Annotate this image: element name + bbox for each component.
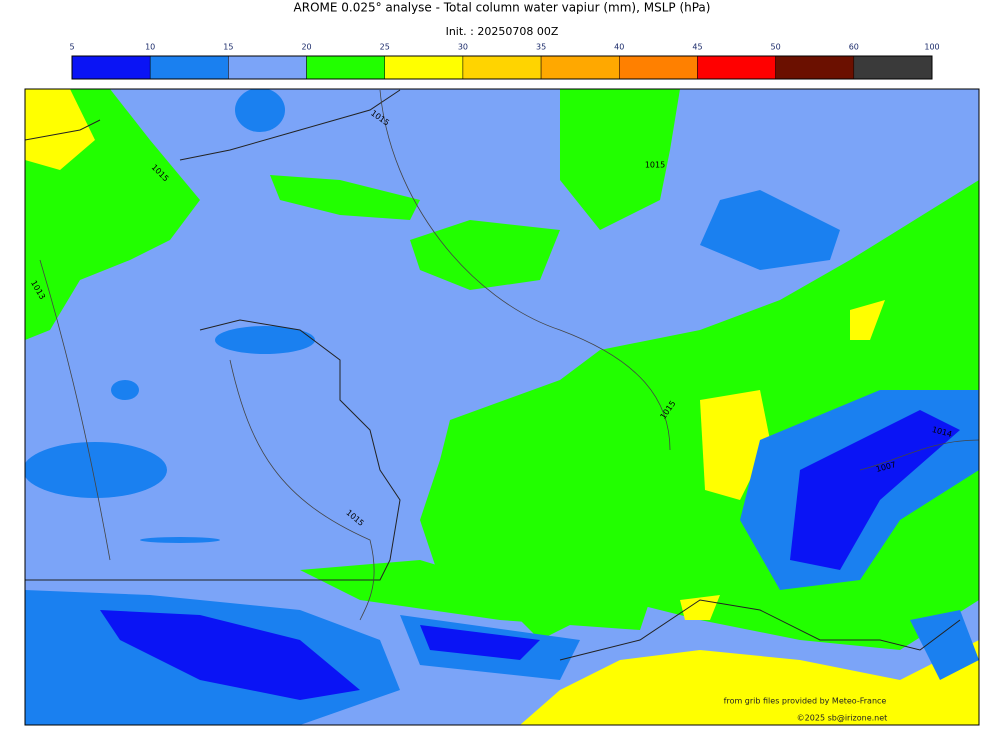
colorbar-tick-label: 100 xyxy=(924,43,939,52)
colorbar-frame xyxy=(71,55,933,80)
coastlines xyxy=(25,89,961,661)
credit: ©2025 sb@irizone.net xyxy=(797,714,888,723)
colorbar-tick-label: 40 xyxy=(614,43,624,52)
colorbar-segment xyxy=(149,55,229,80)
colorbar-segment xyxy=(71,55,151,80)
colorbar-tick-label: 25 xyxy=(380,43,390,52)
yellow-areas xyxy=(25,89,979,725)
colorbar-tick-label: 50 xyxy=(771,43,781,52)
credit: from grib files provided by Meteo-France xyxy=(724,697,887,706)
map-frame xyxy=(24,88,980,726)
colorbar: 5 10 15 20 25 30 35 40 45 50 60 100 xyxy=(69,43,940,80)
colorbar-segment xyxy=(306,55,385,80)
colorbar-tick-label: 60 xyxy=(849,43,859,52)
colorbar-segment xyxy=(462,55,542,80)
title: AROME 0.025° analyse - Total column wate… xyxy=(294,1,711,15)
colorbar-segment xyxy=(228,55,307,80)
dark-blue-areas xyxy=(100,410,960,700)
map: 1015 1015 1013 1015 1015 1015 1014 1007 … xyxy=(25,89,979,725)
init-time: Init. : 20250708 00Z xyxy=(446,25,559,38)
colorbar-tick-label: 5 xyxy=(69,43,74,52)
colorbar-segment xyxy=(540,55,620,80)
colorbar-tick-label: 45 xyxy=(692,43,702,52)
colorbar-tick-label: 20 xyxy=(301,43,311,52)
colorbar-segment xyxy=(775,55,855,80)
colorbar-segment xyxy=(853,55,933,80)
colorbar-tick-label: 35 xyxy=(536,43,546,52)
colorbar-segment xyxy=(384,55,464,80)
isobars xyxy=(39,89,979,621)
colorbar-segment xyxy=(619,55,698,80)
colorbar-tick-label: 15 xyxy=(223,43,233,52)
colorbar-tick-label: 30 xyxy=(458,43,468,52)
isobar-label: 1015 xyxy=(645,161,665,170)
colorbar-segment xyxy=(697,55,776,80)
colorbar-tick-label: 10 xyxy=(145,43,155,52)
